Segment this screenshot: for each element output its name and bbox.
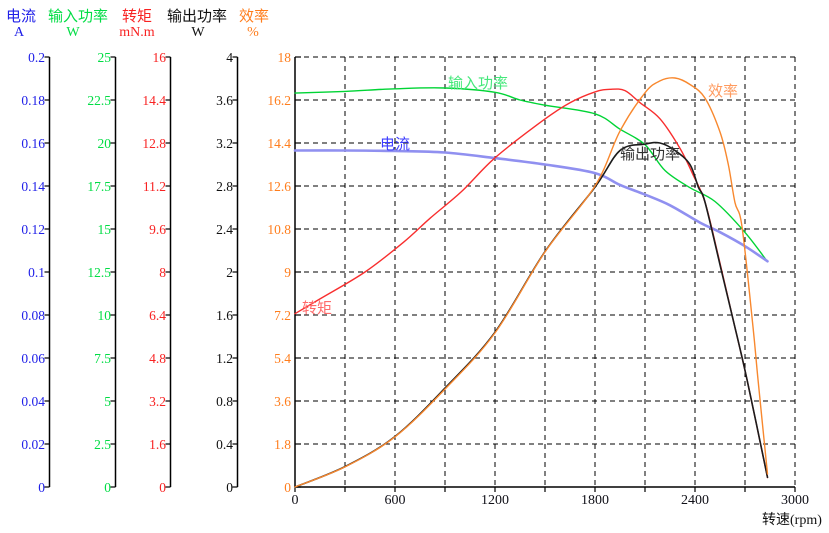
tick-label-output_power: 3.6: [216, 93, 233, 108]
tick-label-input_power: 17.5: [87, 179, 111, 194]
tick-label-torque: 11.2: [143, 179, 166, 194]
tick-label-output_power: 0: [226, 480, 233, 495]
tick-label-input_power: 10: [98, 308, 112, 323]
tick-label-output_power: 2: [226, 265, 233, 280]
tick-label-input_power: 2.5: [94, 437, 111, 452]
tick-label-input_power: 22.5: [87, 93, 111, 108]
curve-label-torque: 转矩: [302, 300, 332, 317]
x-axis-title: 转速(rpm): [762, 512, 822, 528]
tick-label-input_power: 25: [98, 50, 112, 65]
tick-label-output_power: 1.6: [216, 308, 233, 323]
axis-header-current: 电流: [6, 8, 36, 25]
tick-label-output_power: 0.8: [216, 394, 233, 409]
axis-unit-torque: mN.m: [119, 25, 155, 40]
curve-label-output-power: 输出功率: [620, 146, 680, 163]
curve-label-efficiency: 效率: [708, 83, 738, 100]
curve-input_power: [294, 87, 769, 263]
axis-header-output-power: 输出功率: [167, 8, 227, 25]
tick-label-efficiency: 1.8: [274, 437, 291, 452]
tick-label-efficiency: 5.4: [274, 351, 291, 366]
curve-efficiency: [294, 77, 769, 488]
tick-label-torque: 8: [159, 265, 166, 280]
tick-label-current: 0.06: [21, 351, 45, 366]
tick-label-output_power: 4: [226, 50, 233, 65]
series-layer: [293, 77, 769, 488]
tick-label-output_power: 0.4: [216, 437, 233, 452]
curve-torque: [294, 88, 769, 479]
tick-label-input_power: 15: [98, 222, 112, 237]
tick-label-efficiency: 16.2: [267, 93, 291, 108]
tick-label-input_power: 5: [104, 394, 111, 409]
tick-label-efficiency: 7.2: [274, 308, 291, 323]
tick-label-current: 0.2: [28, 50, 45, 65]
tick-label-x: 600: [385, 493, 406, 508]
tick-label-current: 0.16: [21, 136, 45, 151]
tick-label-torque: 0: [159, 480, 166, 495]
curve-label-input-power: 输入功率: [448, 75, 508, 92]
tick-label-torque: 3.2: [149, 394, 166, 409]
tick-label-torque: 14.4: [142, 93, 166, 108]
tick-label-torque: 4.8: [149, 351, 166, 366]
tick-label-input_power: 12.5: [87, 265, 111, 280]
tick-label-current: 0.12: [21, 222, 45, 237]
tick-label-input_power: 20: [98, 136, 112, 151]
tick-label-output_power: 2.8: [216, 179, 233, 194]
curve-label-current: 电流: [380, 136, 410, 153]
tick-label-x: 2400: [681, 493, 709, 508]
tick-label-x: 1200: [481, 493, 509, 508]
curve-current: [293, 149, 769, 263]
tick-label-efficiency: 10.8: [267, 222, 291, 237]
axis-header-torque: 转矩: [122, 8, 152, 25]
tick-label-x: 3000: [781, 493, 809, 508]
axes-layer: [44, 56, 796, 492]
tick-label-torque: 12.8: [142, 136, 166, 151]
tick-label-input_power: 0: [104, 480, 111, 495]
tick-label-current: 0.1: [28, 265, 45, 280]
tick-label-current: 0.14: [21, 179, 45, 194]
tick-label-efficiency: 18: [278, 50, 292, 65]
axis-unit-efficiency: %: [247, 25, 259, 40]
tick-label-efficiency: 3.6: [274, 394, 291, 409]
tick-label-efficiency: 9: [284, 265, 291, 280]
grid-layer: [295, 56, 796, 487]
tick-label-x: 1800: [581, 493, 609, 508]
tick-label-current: 0.18: [21, 93, 45, 108]
axis-unit-current: A: [14, 25, 25, 40]
tick-label-current: 0.08: [21, 308, 45, 323]
axis-header-input-power: 输入功率: [48, 8, 108, 25]
tick-label-input_power: 7.5: [94, 351, 111, 366]
tick-label-output_power: 3.2: [216, 136, 233, 151]
tick-label-efficiency: 12.6: [267, 179, 291, 194]
axis-unit-output-power: W: [191, 25, 205, 40]
tick-label-torque: 6.4: [149, 308, 166, 323]
tick-label-output_power: 2.4: [216, 222, 233, 237]
tick-label-current: 0.02: [21, 437, 45, 452]
tick-label-current: 0.04: [21, 394, 45, 409]
axis-unit-input-power: W: [66, 25, 80, 40]
tick-label-torque: 16: [153, 50, 167, 65]
tick-label-current: 0: [38, 480, 45, 495]
tick-label-torque: 1.6: [149, 437, 166, 452]
axis-header-efficiency: 效率: [239, 8, 269, 25]
tick-label-efficiency: 0: [284, 480, 291, 495]
tick-label-torque: 9.6: [149, 222, 166, 237]
tick-label-x: 0: [292, 493, 299, 508]
tick-label-efficiency: 14.4: [267, 136, 291, 151]
tick-label-layer: 0.2 0.18 0.16 0.14 0.12 0.1 0.08 0.06 0.04 0.02 0 2…: [21, 50, 809, 508]
tick-label-output_power: 1.2: [216, 351, 233, 366]
